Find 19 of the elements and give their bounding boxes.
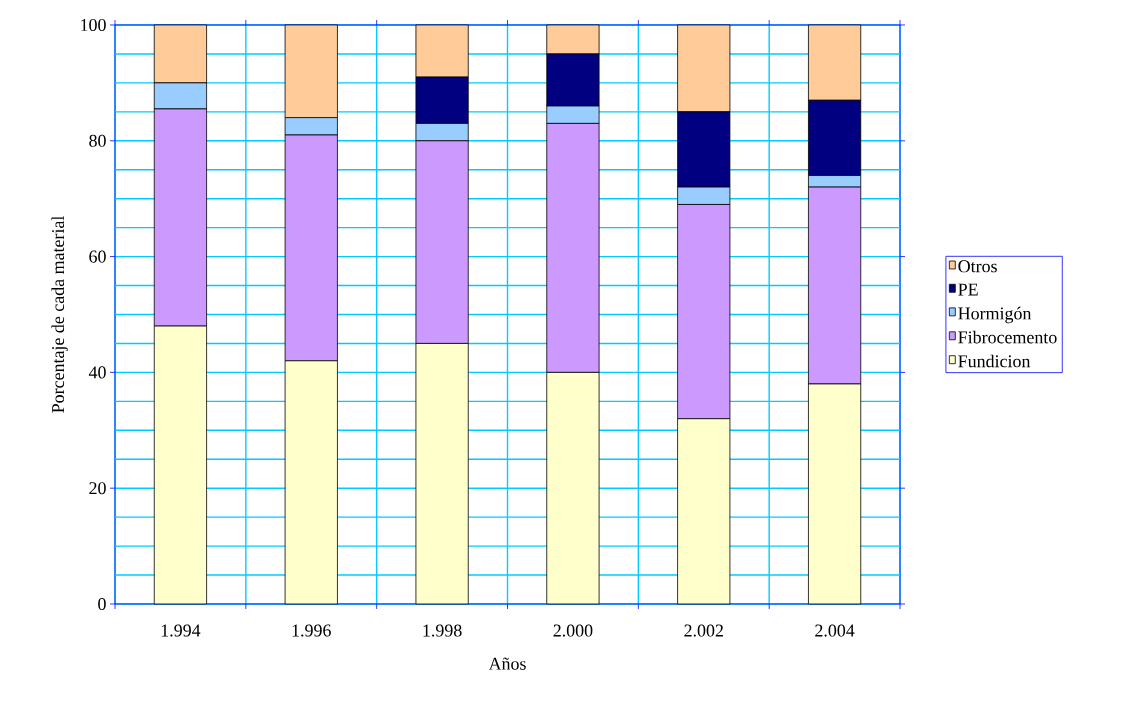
legend-label: Hormigón (958, 306, 1032, 324)
y-tick-label: 100 (81, 18, 106, 32)
x-tick-label: 1.998 (423, 624, 462, 637)
legend-label: PE (958, 283, 978, 296)
x-axis-title: Años (488, 657, 526, 670)
y-tick-label: 80 (89, 134, 106, 147)
y-tick-label: 60 (89, 250, 106, 263)
x-tick-label: 1.994 (161, 624, 201, 637)
x-tick-label: 2.002 (684, 624, 723, 637)
x-tick-label: 2.004 (815, 624, 855, 637)
legend-label: Otros (958, 260, 997, 273)
y-axis-title: Porcentaje de cada material (51, 216, 68, 413)
y-tick-label: 40 (88, 366, 106, 379)
x-tick-label: 1.996 (292, 624, 331, 637)
legend-label: Fundicion (958, 354, 1031, 368)
x-tick-label: 2.000 (553, 624, 593, 637)
legend-label: Fibrocemento (958, 330, 1057, 344)
y-tick-label: 20 (89, 482, 106, 495)
y-tick-label: 0 (98, 597, 106, 611)
